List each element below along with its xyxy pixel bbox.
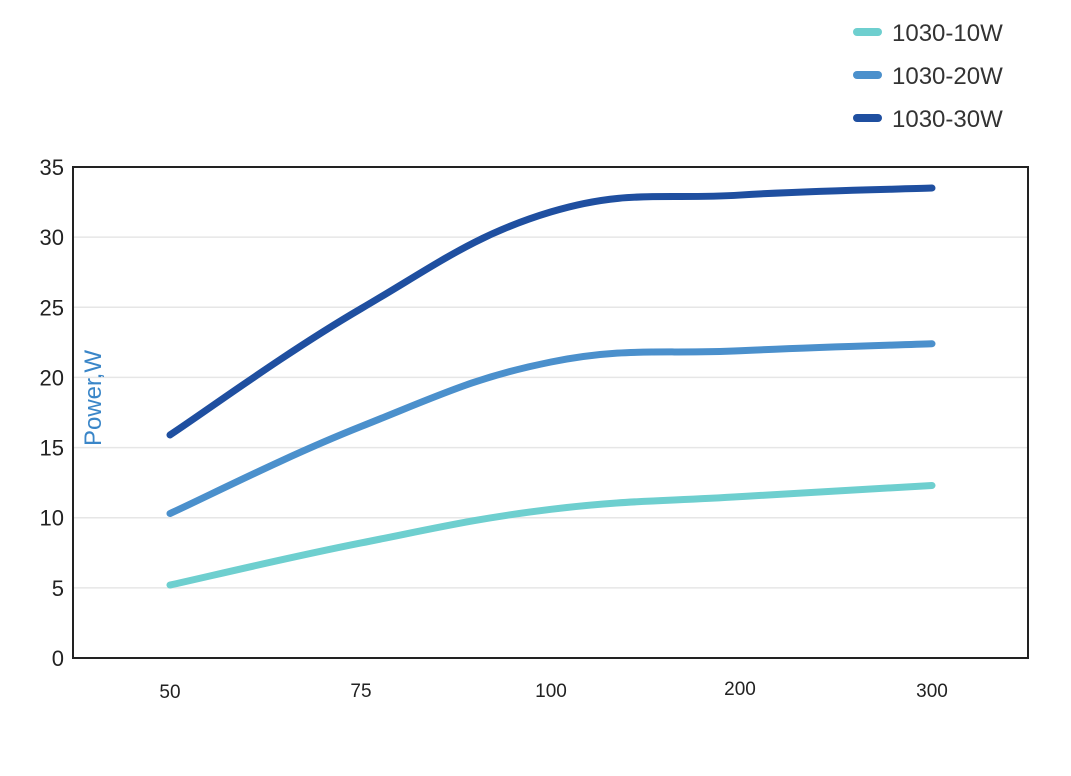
y-tick-label: 15: [40, 436, 64, 461]
legend-item: 1030-10W: [857, 20, 1003, 47]
series-line-1030-20W: [170, 344, 932, 514]
y-tick-label: 30: [40, 225, 64, 250]
series-lines: [170, 188, 932, 585]
legend-label: 1030-30W: [892, 106, 1003, 133]
legend-label: 1030-10W: [892, 20, 1003, 47]
legend-item: 1030-30W: [857, 106, 1003, 133]
x-tick-label: 50: [159, 682, 180, 703]
y-tick-label: 5: [52, 576, 64, 601]
y-tick-label: 20: [40, 365, 64, 390]
plot-frame: [73, 167, 1028, 658]
x-tick-label: 200: [724, 679, 756, 700]
x-tick-label: 100: [535, 681, 567, 702]
legend-item: 1030-20W: [857, 63, 1003, 90]
series-line-1030-10W: [170, 485, 932, 585]
y-tick-label: 10: [40, 506, 64, 531]
y-tick-label: 35: [40, 155, 64, 180]
y-axis-label: Power,W: [80, 350, 107, 446]
x-tick-label: 75: [350, 681, 371, 702]
gridlines: [73, 237, 1028, 588]
legend: 1030-10W 1030-20W 1030-30W: [857, 20, 1003, 133]
x-axis-ticks: 50 75 100 200 300: [159, 679, 947, 703]
y-tick-label: 25: [40, 295, 64, 320]
x-tick-label: 300: [916, 681, 948, 702]
series-line-1030-30W: [170, 188, 932, 435]
y-axis-ticks: 0 5 10 15 20 25 30 35: [40, 155, 64, 671]
legend-label: 1030-20W: [892, 63, 1003, 90]
y-tick-label: 0: [52, 646, 64, 671]
